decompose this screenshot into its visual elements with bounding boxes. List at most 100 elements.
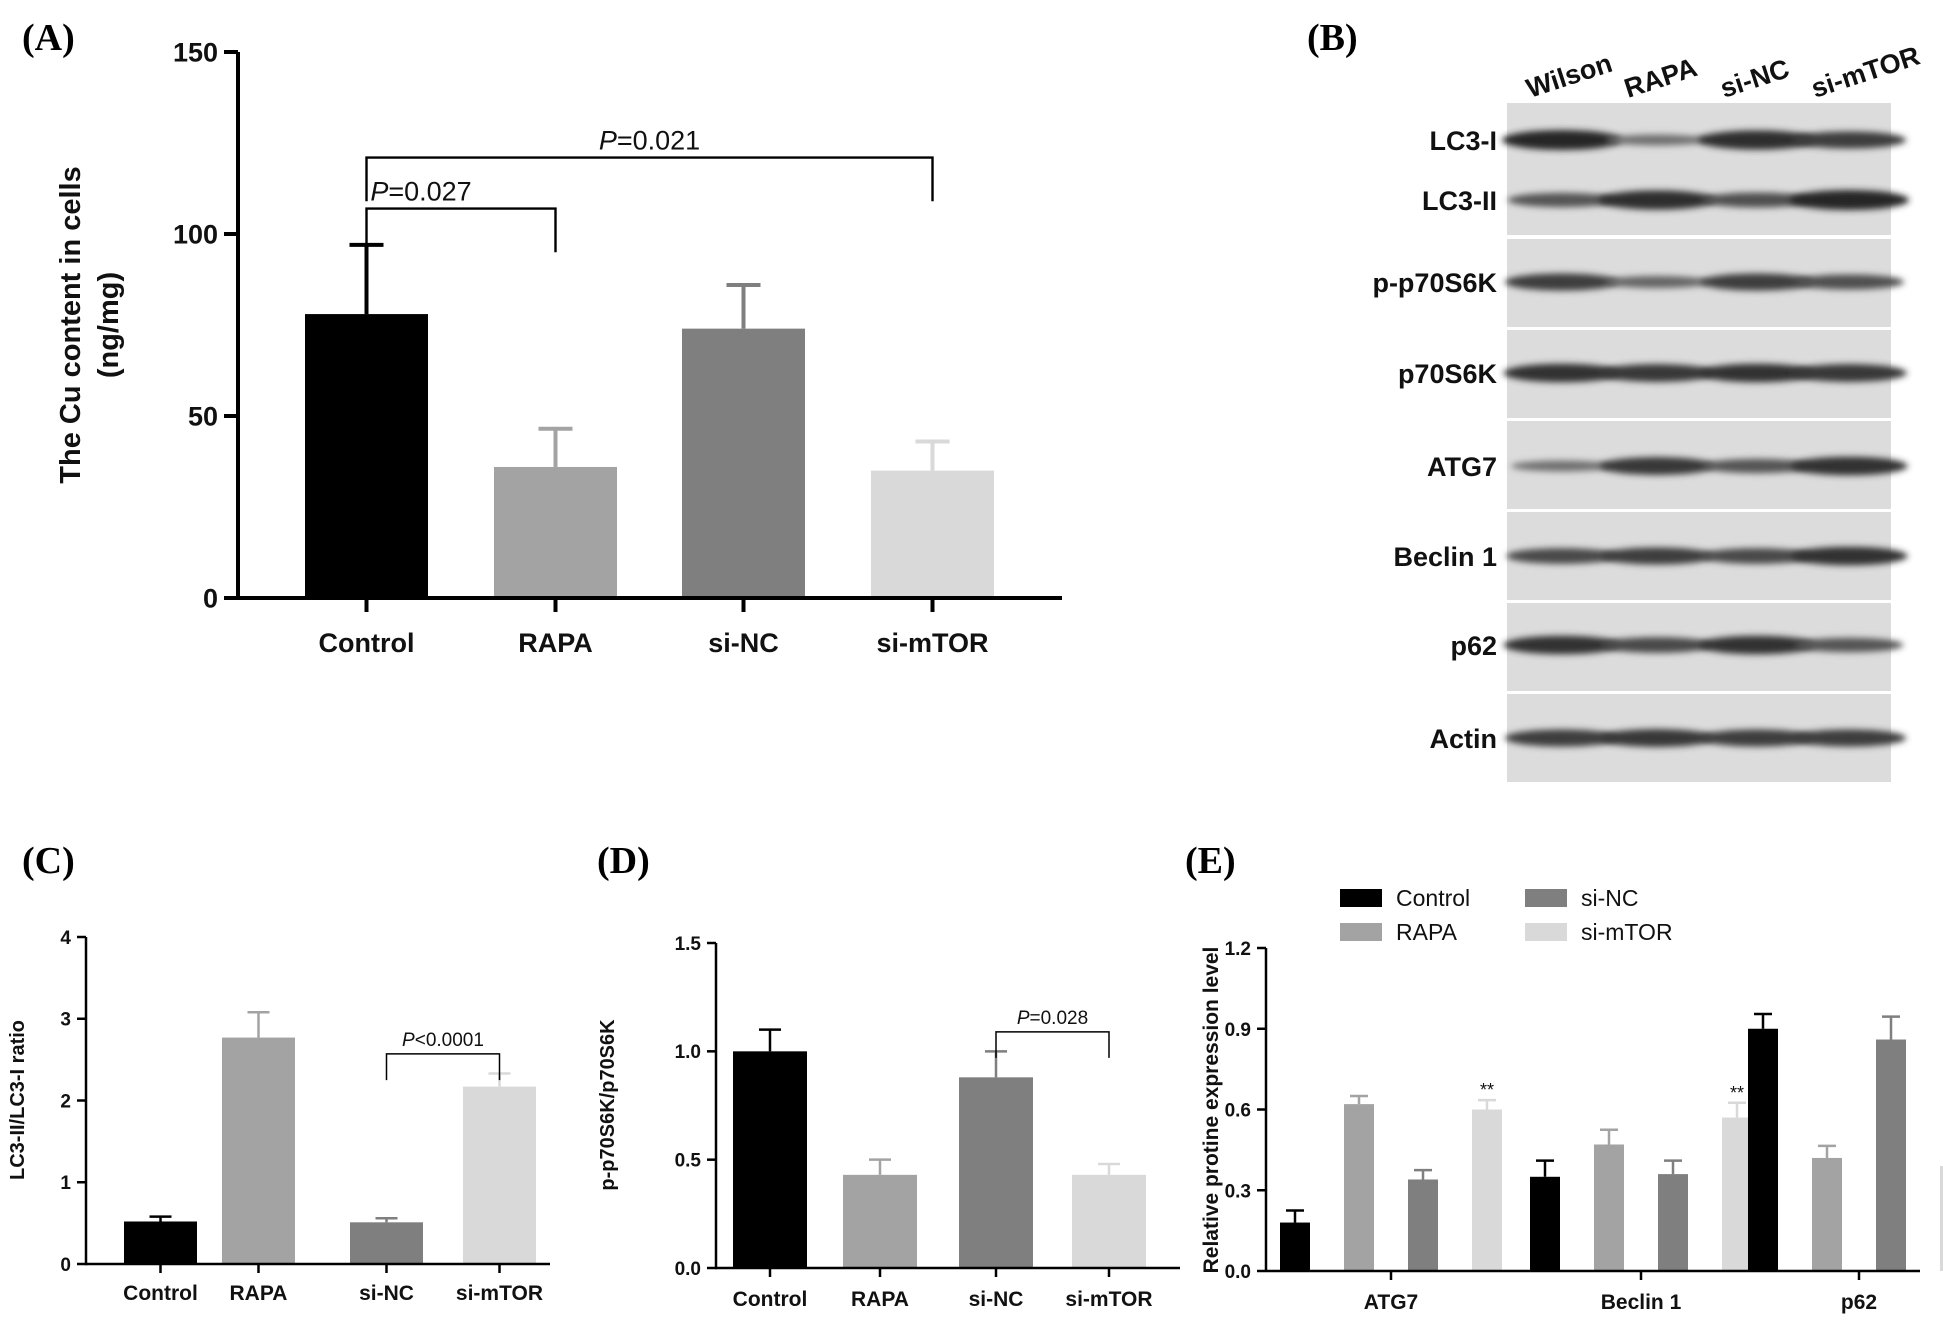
y-tick-label: 3 <box>60 1010 71 1031</box>
significance-bracket <box>385 1053 501 1081</box>
blot-band <box>1503 635 1621 655</box>
lane-label-si-nc: si-NC <box>1717 53 1793 103</box>
bar-beclin-1-si-mtor <box>1722 1117 1752 1271</box>
blot-label-p-p70s6k: p-p70S6K <box>1372 268 1497 298</box>
bar-beclin-1-si-nc <box>1658 1174 1688 1271</box>
legend-label: si-NC <box>1581 885 1639 911</box>
bar-atg7-control <box>1280 1222 1310 1271</box>
bar-beclin-1-control <box>1530 1176 1560 1271</box>
blot-band <box>1599 547 1715 565</box>
category-label: si-mTOR <box>1065 1288 1152 1311</box>
blot-band <box>1790 456 1908 476</box>
p-value-label: P=0.028 <box>1017 1008 1088 1029</box>
blot-band <box>1698 635 1816 655</box>
p-symbol: P <box>370 177 388 207</box>
significance-bracket <box>995 1031 1110 1058</box>
blot-band <box>1698 363 1816 383</box>
y-axis-label-line1: The Cu content in cells <box>55 166 87 483</box>
category-label: RAPA <box>230 1282 288 1305</box>
bar-beclin-1-rapa <box>1594 1144 1624 1271</box>
y-tick-label: 2 <box>60 1091 71 1112</box>
y-axis-label-line2: (ng/mg) <box>93 272 125 378</box>
category-label: RAPA <box>851 1288 909 1311</box>
p-symbol: P <box>1017 1008 1030 1029</box>
bar-si-mtor <box>1072 1174 1146 1268</box>
blot-band <box>1597 190 1717 210</box>
p-value: <0.0001 <box>415 1030 484 1051</box>
blot-band <box>1506 548 1618 564</box>
blot-band <box>1504 729 1620 747</box>
bar-atg7-si-nc <box>1408 1179 1438 1271</box>
y-tick-label: 0.0 <box>1225 1262 1251 1283</box>
bar-atg7-si-mtor <box>1472 1109 1502 1271</box>
bar-si-mtor <box>463 1086 536 1264</box>
p-value: =0.021 <box>617 126 700 156</box>
significance-marker: ** <box>1730 1083 1744 1103</box>
y-tick-label: 0.3 <box>1225 1181 1251 1202</box>
chart-e-relative-expression: **ATG7**Beclin 1**p620.00.30.60.91.2Rela… <box>1200 885 1943 1314</box>
legend-label: si-mTOR <box>1581 919 1673 945</box>
blot-band <box>1502 130 1622 150</box>
chart-a-cu-content: Control RAPA si-NC si-mTOR 0 50 100 150 The Cu c… <box>55 38 1062 658</box>
blot-band <box>1794 637 1904 653</box>
bar-rapa <box>843 1174 917 1268</box>
y-tick-label: 0.5 <box>675 1151 702 1172</box>
category-label: si-NC <box>708 628 779 658</box>
y-tick-label: 1 <box>60 1173 71 1194</box>
western-blot: LC3-I LC3-II p-p70S6K p70S6K ATG7 Beclin 1 p62… <box>1372 41 1923 782</box>
bar-p62-control <box>1748 1028 1778 1271</box>
y-tick-label: 0 <box>60 1255 71 1276</box>
category-label: Beclin 1 <box>1601 1291 1682 1314</box>
y-tick-label: 0.6 <box>1225 1101 1251 1122</box>
panel-label-d: (D) <box>597 840 650 882</box>
y-tick-label: 50 <box>188 402 218 432</box>
bar-atg7-rapa <box>1344 1104 1374 1271</box>
blot-band <box>1791 364 1907 382</box>
bar-p62-si-nc <box>1876 1039 1906 1271</box>
category-label: ATG7 <box>1364 1291 1418 1314</box>
blot-band <box>1599 364 1715 382</box>
bar-rapa <box>494 466 617 598</box>
legend-swatch-si-nc <box>1525 889 1567 907</box>
blot-band <box>1511 460 1613 472</box>
blot-band <box>1604 275 1710 289</box>
significance-bracket <box>365 207 557 253</box>
panel-label-e: (E) <box>1185 840 1236 882</box>
legend-label: RAPA <box>1396 919 1458 945</box>
y-axis-label: The Cu content in cells (ng/mg) <box>55 166 125 483</box>
y-tick-label: 0 <box>203 584 218 614</box>
bar-si-nc <box>350 1222 423 1264</box>
category-label: si-mTOR <box>456 1282 543 1305</box>
bar-p62-si-mtor <box>1940 1166 1943 1271</box>
blot-band <box>1702 458 1812 474</box>
panel-label-b: (B) <box>1307 17 1358 59</box>
blot-band <box>1791 729 1907 747</box>
category-label: Control <box>123 1282 198 1305</box>
bar-rapa <box>222 1037 295 1264</box>
blot-label-beclin-1: Beclin 1 <box>1393 542 1497 572</box>
p-value: =0.028 <box>1030 1008 1089 1029</box>
blot-band <box>1789 190 1909 210</box>
y-tick-label: 1.2 <box>1225 939 1251 960</box>
legend-swatch-control <box>1340 889 1382 907</box>
chart-c-lc3-ratio: Control RAPA si-NC si-mTOR 0 1 2 3 4 LC3-II/LC3-I… <box>7 928 550 1305</box>
category-label: RAPA <box>518 628 593 658</box>
p-value-label: P=0.027 <box>370 177 471 207</box>
category-label: Control <box>733 1288 808 1311</box>
category-label: si-NC <box>359 1282 414 1305</box>
blot-label-lc3-i: LC3-I <box>1430 126 1498 156</box>
y-tick-label: 0.9 <box>1225 1020 1251 1041</box>
p-symbol: P <box>402 1030 415 1051</box>
blot-band <box>1606 134 1708 146</box>
chart-d-p70s6k-ratio: Control RAPA si-NC si-mTOR 0.0 0.5 1.0 1.5 p-p70… <box>597 934 1180 1311</box>
y-tick-label: 100 <box>173 220 218 250</box>
y-axis-label: p-p70S6K/p70S6K <box>597 1019 619 1191</box>
category-label: si-mTOR <box>876 628 988 658</box>
blot-label-p62: p62 <box>1450 631 1497 661</box>
lane-label-rapa: RAPA <box>1621 52 1701 104</box>
y-tick-label: 1.5 <box>675 934 702 955</box>
y-axis-label: Relative protine expression level <box>1200 947 1223 1274</box>
blot-band <box>1790 546 1908 566</box>
blot-band <box>1699 729 1815 747</box>
